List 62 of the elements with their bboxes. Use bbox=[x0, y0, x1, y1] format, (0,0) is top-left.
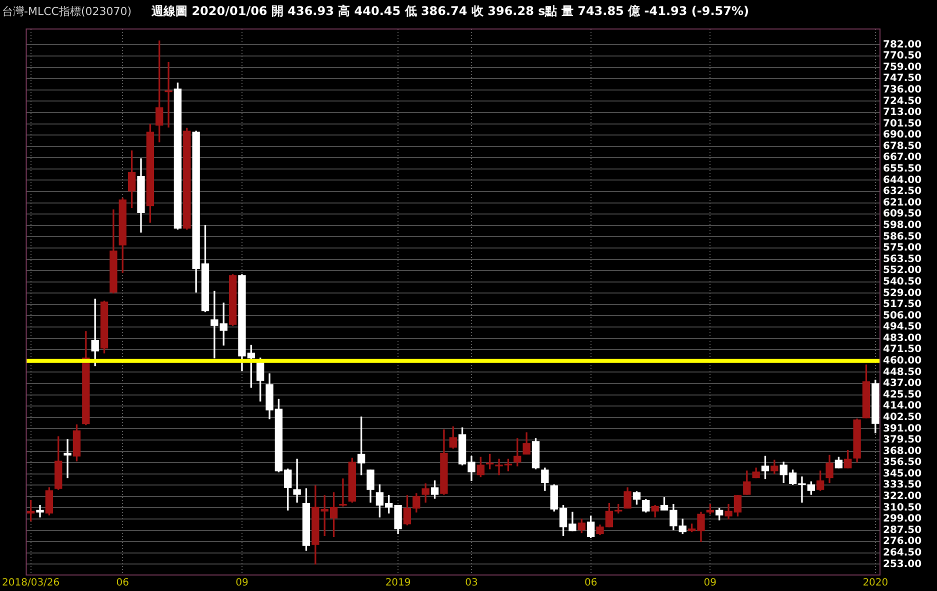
y-tick-label: 345.00 bbox=[883, 468, 922, 480]
y-tick-label: 287.50 bbox=[883, 524, 922, 536]
y-tick-label: 782.00 bbox=[883, 39, 922, 50]
chart-subtitle: 週線圖 2020/01/06 開 436.93 高 440.45 低 386.74 收 396.28 s點 量 743.85 億 -41.93 (-9.57%) bbox=[152, 4, 749, 18]
candlestick bbox=[293, 458, 301, 503]
y-tick-label: 494.50 bbox=[883, 322, 922, 333]
y-tick-label: 264.50 bbox=[883, 548, 922, 558]
y-tick-label: 667.00 bbox=[883, 152, 922, 164]
y-tick-label: 310.50 bbox=[883, 502, 922, 514]
y-tick-label: 517.50 bbox=[883, 299, 922, 310]
y-tick-label: 253.00 bbox=[883, 558, 922, 570]
x-tick-label: 2020 bbox=[862, 578, 888, 589]
y-tick-label: 322.00 bbox=[883, 491, 922, 502]
y-tick-label: 506.00 bbox=[883, 310, 922, 322]
y-tick-label: 713.00 bbox=[883, 107, 922, 118]
x-tick-label: 06 bbox=[116, 578, 129, 589]
y-tick-label: 724.50 bbox=[883, 96, 922, 107]
x-tick-label: 03 bbox=[465, 578, 478, 589]
y-tick-label: 701.50 bbox=[883, 118, 922, 130]
x-tick-label: 09 bbox=[704, 578, 717, 589]
y-tick-label: 356.50 bbox=[883, 457, 922, 468]
y-tick-label: 644.00 bbox=[883, 174, 922, 186]
y-tick-label: 736.00 bbox=[883, 84, 922, 96]
candlestick bbox=[164, 62, 172, 128]
candlestick bbox=[339, 478, 347, 507]
y-tick-label: 483.00 bbox=[883, 332, 922, 344]
y-tick-label: 609.50 bbox=[883, 208, 922, 220]
y-tick-label: 414.00 bbox=[883, 400, 922, 412]
y-tick-label: 460.00 bbox=[883, 356, 922, 367]
y-tick-label: 391.00 bbox=[883, 423, 922, 434]
y-tick-label: 770.50 bbox=[883, 50, 922, 62]
y-tick-label: 402.50 bbox=[883, 412, 922, 423]
y-tick-label: 276.00 bbox=[883, 536, 922, 548]
y-tick-label: 759.00 bbox=[883, 62, 922, 73]
y-tick-label: 678.50 bbox=[883, 140, 922, 152]
y-tick-label: 690.00 bbox=[883, 130, 922, 141]
y-tick-label: 540.50 bbox=[883, 276, 922, 288]
y-tick-label: 437.00 bbox=[883, 378, 922, 390]
y-tick-label: 368.00 bbox=[883, 446, 922, 457]
y-tick-label: 379.50 bbox=[883, 434, 922, 446]
candlestick bbox=[36, 504, 44, 518]
y-tick-label: 448.50 bbox=[883, 366, 922, 378]
y-tick-label: 632.50 bbox=[883, 186, 922, 198]
y-tick-label: 621.00 bbox=[883, 197, 922, 208]
y-tick-label: 586.50 bbox=[883, 231, 922, 242]
y-tick-label: 529.00 bbox=[883, 288, 922, 299]
y-tick-label: 655.50 bbox=[883, 164, 922, 175]
x-tick-label: 2018/03/26 bbox=[2, 578, 60, 589]
x-tick-label: 09 bbox=[236, 578, 248, 589]
y-tick-label: 575.00 bbox=[883, 242, 922, 254]
y-tick-label: 747.50 bbox=[883, 73, 922, 84]
y-tick-label: 552.00 bbox=[883, 265, 922, 276]
chart-title: 台灣-MLCC指標(023070) bbox=[2, 5, 132, 18]
y-tick-label: 471.50 bbox=[883, 344, 922, 356]
candlestick bbox=[64, 439, 72, 478]
y-tick-label: 425.50 bbox=[883, 389, 922, 400]
y-tick-label: 563.50 bbox=[883, 254, 922, 265]
x-tick-label: 2019 bbox=[385, 578, 411, 589]
y-tick-label: 598.00 bbox=[883, 220, 922, 231]
y-tick-label: 299.00 bbox=[883, 514, 922, 525]
y-tick-label: 333.50 bbox=[883, 480, 922, 491]
x-tick-label: 06 bbox=[584, 578, 598, 589]
